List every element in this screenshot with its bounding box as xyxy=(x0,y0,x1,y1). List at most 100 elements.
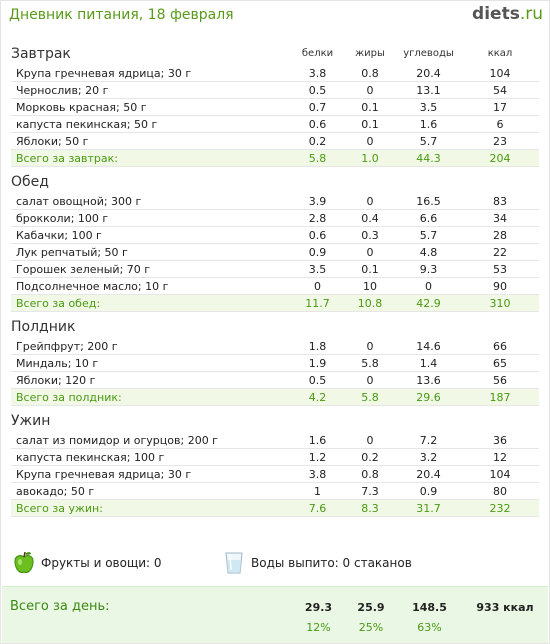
total-label: Всего за завтрак: xyxy=(11,149,291,167)
total-label: Всего за полдник: xyxy=(11,388,291,406)
kcal-value: 65 xyxy=(461,354,539,372)
kcal-value: 56 xyxy=(461,371,539,389)
col-kcal: ккал xyxy=(487,48,513,59)
food-name: Чернослив; 20 г xyxy=(11,81,291,99)
kcal-value: 36 xyxy=(461,432,539,449)
food-name: Яблоки; 120 г xyxy=(11,371,291,389)
fat-value: 0.2 xyxy=(344,448,396,466)
table-row: брокколи; 100 г 2.8 0.4 6.6 34 xyxy=(11,209,539,227)
total-carbs: 29.6 xyxy=(396,388,461,406)
fat-value: 5.8 xyxy=(344,354,396,372)
carbs-value: 7.2 xyxy=(396,432,461,449)
total-kcal: 187 xyxy=(461,388,539,406)
kcal-value: 12 xyxy=(461,448,539,466)
food-name: капуста пекинская; 50 г xyxy=(11,115,291,133)
kcal-value: 83 xyxy=(461,193,539,210)
carbs-value: 16.5 xyxy=(396,193,461,210)
day-fat-pct: 25% xyxy=(358,621,384,634)
table-row: Лук репчатый; 50 г 0.9 0 4.8 22 xyxy=(11,243,539,261)
meal-table: Грейпфрут; 200 г 1.8 0 14.6 66 Миндаль; 10 г… xyxy=(11,338,539,406)
meals-container: Завтрак белки жиры углеводы ккал Крупа г… xyxy=(11,45,539,523)
site-logo[interactable]: diets.ru xyxy=(472,4,543,24)
day-total: Всего за день: 29.3 25.9 148.5 933 ккал … xyxy=(2,586,548,643)
fat-value: 0 xyxy=(344,193,396,210)
kcal-value: 34 xyxy=(461,209,539,227)
fat-value: 0.8 xyxy=(344,65,396,82)
total-carbs: 42.9 xyxy=(396,294,461,312)
protein-value: 0.9 xyxy=(291,243,344,261)
carbs-value: 1.6 xyxy=(396,115,461,133)
protein-value: 3.5 xyxy=(291,260,344,278)
kcal-value: 66 xyxy=(461,338,539,355)
meal-total-row: Всего за завтрак: 5.8 1.0 44.3 204 xyxy=(11,149,539,167)
total-carbs: 31.7 xyxy=(396,499,461,517)
food-name: Подсолнечное масло; 10 г xyxy=(11,277,291,295)
protein-value: 1.9 xyxy=(291,354,344,372)
carbs-value: 13.1 xyxy=(396,81,461,99)
food-name: Горошек зеленый; 70 г xyxy=(11,260,291,278)
food-name: Лук репчатый; 50 г xyxy=(11,243,291,261)
table-row: Чернослив; 20 г 0.5 0 13.1 54 xyxy=(11,81,539,99)
table-row: Крупа гречневая ядрица; 30 г 3.8 0.8 20.4 10… xyxy=(11,465,539,483)
total-label: Всего за ужин: xyxy=(11,499,291,517)
table-row: Яблоки; 120 г 0.5 0 13.6 56 xyxy=(11,371,539,389)
logo-tld: .ru xyxy=(519,4,543,24)
meal-header: Обед xyxy=(11,173,539,193)
table-row: Подсолнечное масло; 10 г 0 10 0 90 xyxy=(11,277,539,295)
food-name: салат из помидор и огурцов; 200 г xyxy=(11,432,291,449)
carbs-value: 3.2 xyxy=(396,448,461,466)
protein-value: 0.6 xyxy=(291,226,344,244)
total-protein: 4.2 xyxy=(291,388,344,406)
meal-lunch: Обед салат овощной; 300 г 3.9 0 16.5 83 брок… xyxy=(11,173,539,312)
logo-main: diets xyxy=(472,4,520,24)
day-carbs: 148.5 xyxy=(412,601,447,614)
carbs-value: 1.4 xyxy=(396,354,461,372)
total-protein: 11.7 xyxy=(291,294,344,312)
fat-value: 0.4 xyxy=(344,209,396,227)
protein-value: 0.2 xyxy=(291,132,344,150)
carbs-value: 20.4 xyxy=(396,65,461,82)
total-carbs: 44.3 xyxy=(396,149,461,167)
table-row: салат овощной; 300 г 3.9 0 16.5 83 xyxy=(11,193,539,210)
kcal-value: 104 xyxy=(461,65,539,82)
kcal-value: 90 xyxy=(461,277,539,295)
total-fat: 10.8 xyxy=(344,294,396,312)
table-row: Миндаль; 10 г 1.9 5.8 1.4 65 xyxy=(11,354,539,372)
total-fat: 1.0 xyxy=(344,149,396,167)
meal-title: Ужин xyxy=(11,413,51,429)
carbs-value: 0 xyxy=(396,277,461,295)
meal-snack: Полдник Грейпфрут; 200 г 1.8 0 14.6 66 Минда… xyxy=(11,318,539,406)
water-glass-icon xyxy=(223,551,245,575)
fat-value: 0.1 xyxy=(344,98,396,116)
table-row: авокадо; 50 г 1 7.3 0.9 80 xyxy=(11,482,539,500)
kcal-value: 54 xyxy=(461,81,539,99)
table-row: Морковь красная; 50 г 0.7 0.1 3.5 17 xyxy=(11,98,539,116)
total-label: Всего за обед: xyxy=(11,294,291,312)
protein-value: 1 xyxy=(291,482,344,500)
meal-total-row: Всего за ужин: 7.6 8.3 31.7 232 xyxy=(11,499,539,517)
meal-header: Завтрак белки жиры углеводы ккал xyxy=(11,45,539,65)
kcal-value: 53 xyxy=(461,260,539,278)
food-name: салат овощной; 300 г xyxy=(11,193,291,210)
carbs-value: 13.6 xyxy=(396,371,461,389)
protein-value: 0.5 xyxy=(291,81,344,99)
carbs-value: 9.3 xyxy=(396,260,461,278)
fat-value: 0 xyxy=(344,432,396,449)
page-title: Дневник питания, 18 февраля xyxy=(9,7,234,23)
meal-total-row: Всего за полдник: 4.2 5.8 29.6 187 xyxy=(11,388,539,406)
kcal-value: 6 xyxy=(461,115,539,133)
table-row: капуста пекинская; 50 г 0.6 0.1 1.6 6 xyxy=(11,115,539,133)
day-total-label: Всего за день: xyxy=(10,599,110,614)
fat-value: 0.1 xyxy=(344,260,396,278)
meal-dinner: Ужин салат из помидор и огурцов; 200 г 1.… xyxy=(11,412,539,517)
extras: Фрукты и овощи: 0 Воды выпито: 0 стакано… xyxy=(13,551,533,575)
meal-title: Полдник xyxy=(11,319,76,335)
protein-value: 3.8 xyxy=(291,465,344,483)
fat-value: 0.1 xyxy=(344,115,396,133)
day-protein: 29.3 xyxy=(304,601,333,614)
carbs-value: 0.9 xyxy=(396,482,461,500)
protein-value: 3.9 xyxy=(291,193,344,210)
meal-header: Ужин xyxy=(11,412,539,432)
water-label: Воды выпито: 0 стаканов xyxy=(251,556,412,570)
